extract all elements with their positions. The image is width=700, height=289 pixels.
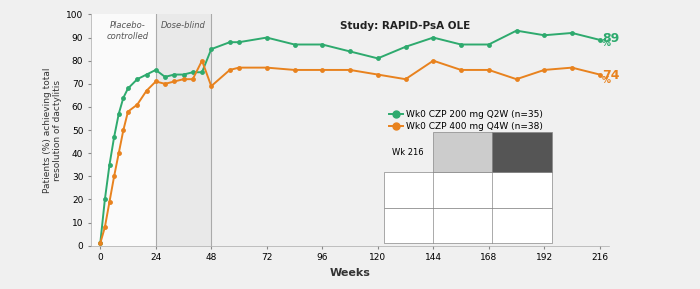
Text: 73.7: 73.7 xyxy=(513,185,531,194)
Text: %: % xyxy=(602,39,611,48)
Text: 89: 89 xyxy=(602,32,620,45)
Y-axis label: Patients (%) achieving total
resolution of dactylitis: Patients (%) achieving total resolution … xyxy=(43,67,62,193)
Legend: Wk0 CZP 200 mg Q2W (n=35), Wk0 CZP 400 mg Q4W (n=38): Wk0 CZP 200 mg Q2W (n=35), Wk0 CZP 400 m… xyxy=(386,107,547,135)
Text: 91.3: 91.3 xyxy=(513,221,531,230)
Text: Study: RAPID-PsA OLE: Study: RAPID-PsA OLE xyxy=(340,21,470,32)
Bar xyxy=(91,14,155,246)
Text: Dose-blind: Dose-blind xyxy=(161,21,206,30)
Text: OC: OC xyxy=(402,221,414,230)
Text: 88.6: 88.6 xyxy=(454,185,472,194)
Bar xyxy=(492,132,552,172)
Bar xyxy=(384,172,552,208)
Text: 74: 74 xyxy=(602,69,620,82)
Text: CZP 200 mg
Q2W: CZP 200 mg Q2W xyxy=(437,142,489,162)
Text: LOCF: LOCF xyxy=(398,185,419,194)
Text: %: % xyxy=(602,76,611,85)
X-axis label: Weeks: Weeks xyxy=(330,268,370,278)
Text: Wk 216: Wk 216 xyxy=(393,147,424,157)
Bar xyxy=(155,14,211,246)
Bar xyxy=(384,208,552,243)
Text: 92.6: 92.6 xyxy=(454,221,472,230)
Bar xyxy=(211,14,609,246)
Text: CZP 400 mg
Q4W: CZP 400 mg Q4W xyxy=(496,142,548,162)
Bar xyxy=(433,132,492,172)
Text: Placebo-
controlled: Placebo- controlled xyxy=(107,21,149,41)
